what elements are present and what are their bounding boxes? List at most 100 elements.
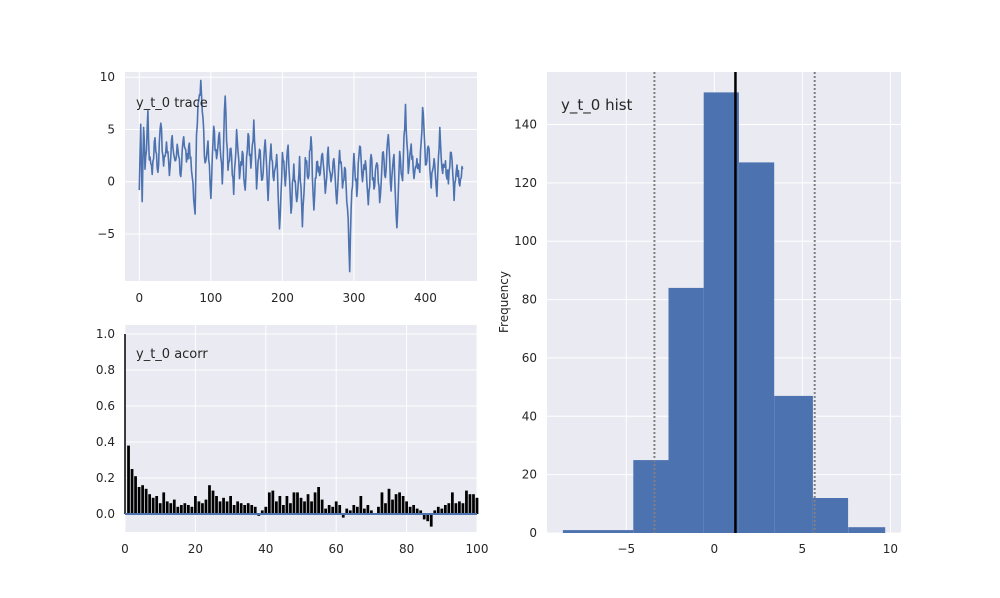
acorr-bar <box>341 514 345 518</box>
acorr-ytick-label: 0.4 <box>96 435 115 449</box>
trace-series <box>138 79 464 273</box>
acorr-bar <box>401 496 405 514</box>
acorr-bar <box>468 494 472 514</box>
acorr-bar <box>169 503 173 514</box>
acorr-bar <box>267 492 271 514</box>
trace-ytick-label: −5 <box>97 227 115 241</box>
acorr-bar <box>422 514 426 520</box>
acorr-bar <box>352 505 356 514</box>
acorr-bar <box>334 501 338 514</box>
trace-y-ticks: −5 0 5 10 <box>97 70 115 241</box>
acorr-ytick-label: 0.0 <box>96 507 115 521</box>
acorr-bar <box>362 508 366 514</box>
acorr-bar <box>155 496 159 514</box>
trace-label: y_t_0 trace <box>136 96 208 111</box>
acorr-bar <box>165 501 169 514</box>
acorr-bar <box>211 490 215 514</box>
acorr-bar <box>271 490 275 514</box>
acorr-bar <box>148 494 152 514</box>
trace-ytick-label: 5 <box>107 122 115 136</box>
trace-line <box>138 79 464 273</box>
acorr-bar <box>472 494 475 514</box>
acorr-bar <box>394 494 398 514</box>
hist-bars <box>562 92 886 534</box>
acorr-bar <box>355 506 359 514</box>
acorr-bars <box>124 334 479 527</box>
acorr-panel: y_t_0 acorr 0 20 40 60 80 100 0.0 0.2 0.… <box>96 325 488 556</box>
acorr-bar <box>194 496 197 514</box>
hist-bar <box>812 498 849 533</box>
acorr-bar <box>130 469 134 514</box>
acorr-bar <box>134 476 137 514</box>
acorr-bar <box>429 514 433 527</box>
hist-ytick-label: 60 <box>522 351 537 365</box>
hist-ytick-label: 20 <box>522 468 537 482</box>
acorr-bar <box>440 508 444 514</box>
acorr-bar <box>253 506 257 514</box>
hist-y-axis-label: Frequency <box>497 271 511 333</box>
acorr-bar <box>179 505 183 514</box>
trace-xtick-label: 400 <box>414 291 437 305</box>
acorr-bar <box>239 503 243 514</box>
acorr-bar <box>243 505 247 514</box>
trace-ytick-label: 10 <box>100 70 115 84</box>
hist-bar <box>633 460 669 533</box>
acorr-bar <box>450 492 454 514</box>
acorr-bar <box>162 492 166 514</box>
acorr-bar <box>338 505 342 514</box>
acorr-bar <box>151 497 155 514</box>
acorr-bar <box>292 492 296 514</box>
hist-bar <box>668 287 704 533</box>
acorr-xtick-label: 0 <box>121 542 129 556</box>
acorr-bar <box>236 501 240 514</box>
acorr-bar <box>384 503 387 514</box>
acorr-bar <box>278 496 282 514</box>
acorr-ytick-label: 0.6 <box>96 399 115 413</box>
hist-y-ticks: 0 20 40 60 80 100 120 140 <box>514 118 537 540</box>
acorr-bar <box>320 499 324 514</box>
acorr-bar <box>391 499 394 514</box>
hist-ytick-label: 140 <box>514 118 537 132</box>
acorr-bar <box>186 505 190 514</box>
acorr-bar <box>426 514 430 522</box>
acorr-bar <box>201 503 204 514</box>
acorr-bar <box>458 501 461 514</box>
acorr-bar <box>419 510 423 514</box>
acorr-bar <box>190 506 194 514</box>
acorr-bar <box>250 505 254 514</box>
acorr-bar <box>264 506 268 514</box>
acorr-bar <box>461 503 465 514</box>
acorr-ytick-label: 0.8 <box>96 363 115 377</box>
acorr-bar <box>408 506 412 514</box>
acorr-bar <box>232 505 236 514</box>
acorr-bar <box>348 510 352 514</box>
acorr-bar <box>299 497 303 514</box>
acorr-bar <box>289 503 292 514</box>
acorr-bar <box>313 492 317 514</box>
acorr-label: y_t_0 acorr <box>136 347 208 362</box>
trace-xtick-label: 0 <box>135 291 143 305</box>
acorr-bar <box>127 445 130 514</box>
trace-xtick-label: 100 <box>199 291 222 305</box>
acorr-bar <box>454 503 458 514</box>
hist-bar <box>848 527 886 533</box>
trace-plot-background <box>125 72 477 281</box>
acorr-ytick-label: 0.2 <box>96 471 115 485</box>
trace-ytick-label: 0 <box>107 175 115 189</box>
hist-ytick-label: 0 <box>529 526 537 540</box>
acorr-bar <box>137 487 141 514</box>
acorr-bar <box>141 485 144 514</box>
acorr-bar <box>370 510 373 514</box>
acorr-bar <box>144 488 148 514</box>
acorr-bar <box>443 505 447 514</box>
acorr-bar <box>176 506 180 514</box>
acorr-bar <box>345 508 349 514</box>
hist-xtick-label: 10 <box>883 542 898 556</box>
trace-xtick-label: 300 <box>342 291 365 305</box>
acorr-xtick-label: 80 <box>399 542 414 556</box>
acorr-bar <box>225 501 229 514</box>
acorr-y-ticks: 0.0 0.2 0.4 0.6 0.8 1.0 <box>96 327 115 521</box>
acorr-bar <box>359 496 363 514</box>
hist-ytick-label: 40 <box>522 409 537 423</box>
hist-bar <box>739 162 775 533</box>
